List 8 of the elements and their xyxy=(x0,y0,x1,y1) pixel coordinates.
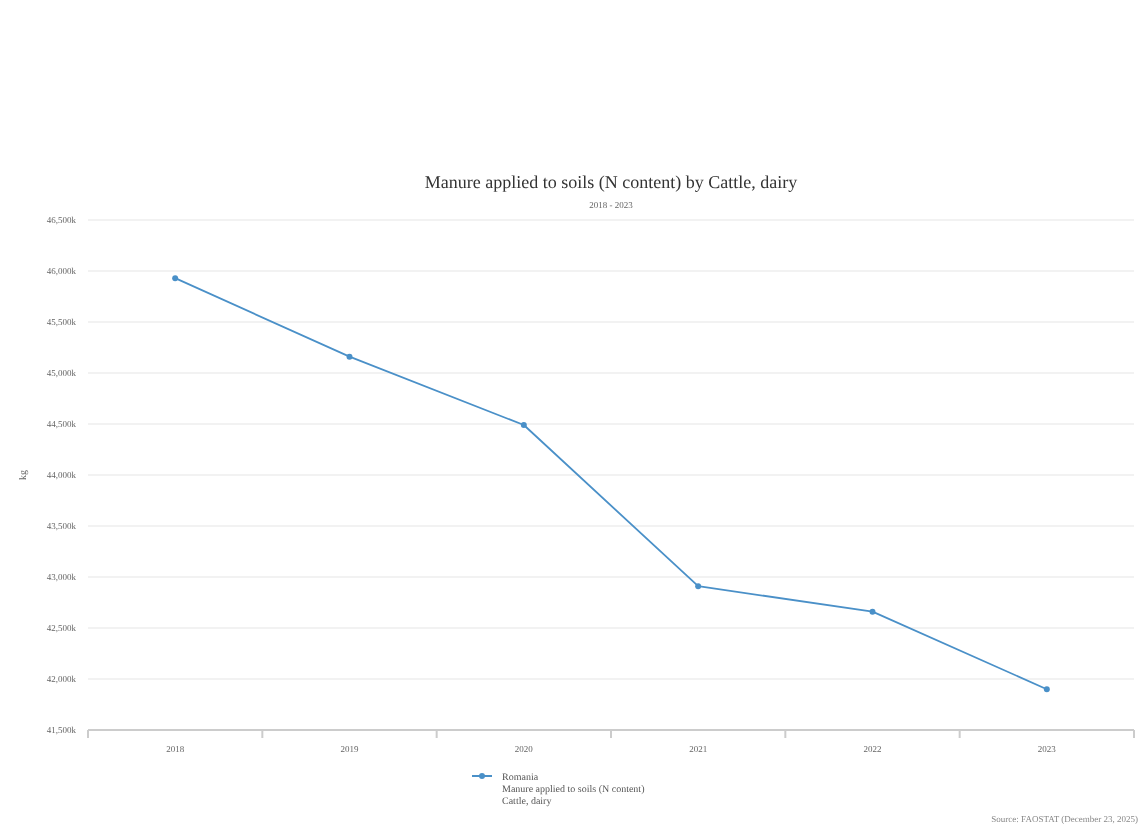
line-series xyxy=(172,275,1050,693)
point xyxy=(172,275,179,282)
point xyxy=(1043,686,1050,693)
point xyxy=(869,608,876,615)
chart-title: Manure applied to soils (N content) by Cattle, dairy xyxy=(424,172,799,192)
point xyxy=(695,583,702,590)
point xyxy=(346,353,353,360)
point xyxy=(520,422,527,428)
